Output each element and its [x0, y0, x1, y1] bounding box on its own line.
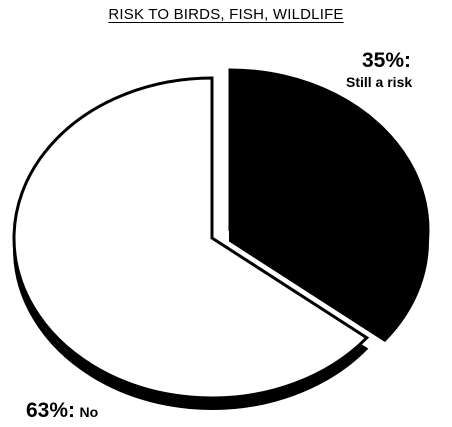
pie-slice-face [12, 76, 370, 400]
slice-label-no-percent: 63%: [26, 399, 76, 422]
chart-title: RISK TO BIRDS, FISH, WILDLIFE [108, 6, 344, 23]
pie-slice-face [228, 68, 430, 332]
slice-label-still-a-risk-text: Still a risk [346, 74, 413, 90]
pie-slice-no [12, 76, 370, 410]
slice-label-no-text: No [79, 404, 99, 420]
slice-label-still-a-risk-percent: 35%: [362, 49, 412, 72]
pie-slice-still-a-risk [228, 68, 430, 343]
slice-label-no: 63%: No [26, 400, 98, 421]
